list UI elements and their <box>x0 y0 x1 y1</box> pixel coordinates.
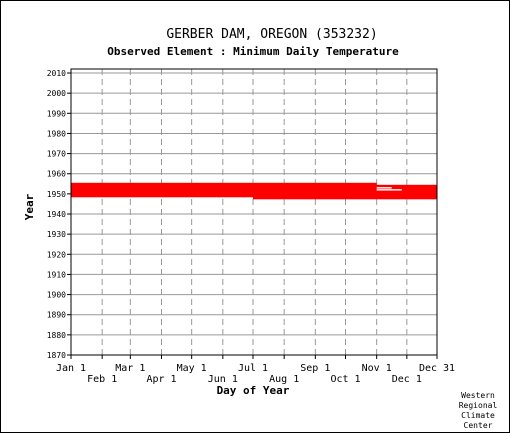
x-tick-label: Dec 1 <box>392 374 422 385</box>
y-tick-label: 1900 <box>47 291 66 300</box>
data-span <box>252 196 437 200</box>
data-gap <box>376 187 392 189</box>
y-tick-label: 1920 <box>47 250 66 259</box>
data-span <box>71 194 437 198</box>
data-layer <box>71 182 437 200</box>
x-tick-label: Sep 1 <box>300 363 330 374</box>
data-span <box>71 184 437 188</box>
credit-line-2: Regional <box>459 401 498 410</box>
y-tick-label: 1960 <box>47 170 66 179</box>
y-tick-label: 1890 <box>47 311 66 320</box>
x-tick-label: Nov 1 <box>362 363 392 374</box>
y-tick-label: 1870 <box>47 351 66 360</box>
x-tick-label: Jan 1 <box>56 363 86 374</box>
credit-line-4: Center <box>464 421 493 430</box>
x-tick-label: Aug 1 <box>269 374 299 385</box>
y-axis: 1870 1880 1890 1900 1910 1920 1930 1940 1950 1960… <box>47 69 71 360</box>
x-tick-label: Feb 1 <box>87 374 117 385</box>
data-span <box>71 192 437 196</box>
data-span <box>71 190 437 194</box>
grid <box>71 69 437 356</box>
y-tick-label: 2000 <box>47 89 66 98</box>
y-tick-label: 1950 <box>47 190 66 199</box>
y-tick-label: 2010 <box>47 69 66 78</box>
y-tick-label: 1910 <box>47 270 66 279</box>
data-span <box>71 188 437 192</box>
credit-line-3: Climate <box>461 411 495 420</box>
data-span <box>71 186 437 190</box>
chart-subtitle: Observed Element : Minimum Daily Tempera… <box>107 45 399 58</box>
x-tick-label: Jul 1 <box>238 363 268 374</box>
y-tick-label: 1880 <box>47 331 66 340</box>
x-tick-label: Oct 1 <box>330 374 360 385</box>
x-axis: Jan 1 Mar 1 May 1 Jul 1 Sep 1 Nov 1 Dec 31 Feb … <box>56 355 455 385</box>
data-span <box>71 182 377 186</box>
chart-title: GERBER DAM, OREGON (353232) <box>166 27 377 42</box>
credit-line-1: Western <box>461 391 495 400</box>
y-tick-label: 1970 <box>47 150 66 159</box>
x-tick-label: Jun 1 <box>208 374 238 385</box>
y-tick-label: 1980 <box>47 129 66 138</box>
x-axis-label: Day of Year <box>217 384 290 397</box>
y-axis-label: Year <box>23 193 36 220</box>
y-tick-label: 1990 <box>47 109 66 118</box>
data-gap <box>376 189 402 191</box>
y-tick-label: 1930 <box>47 230 66 239</box>
x-tick-label: Dec 31 <box>419 363 455 374</box>
x-tick-label: May 1 <box>177 363 207 374</box>
x-tick-label: Mar 1 <box>115 363 145 374</box>
x-tick-label: Apr 1 <box>146 374 176 385</box>
plot-area <box>70 68 438 356</box>
y-tick-label: 1940 <box>47 210 66 219</box>
